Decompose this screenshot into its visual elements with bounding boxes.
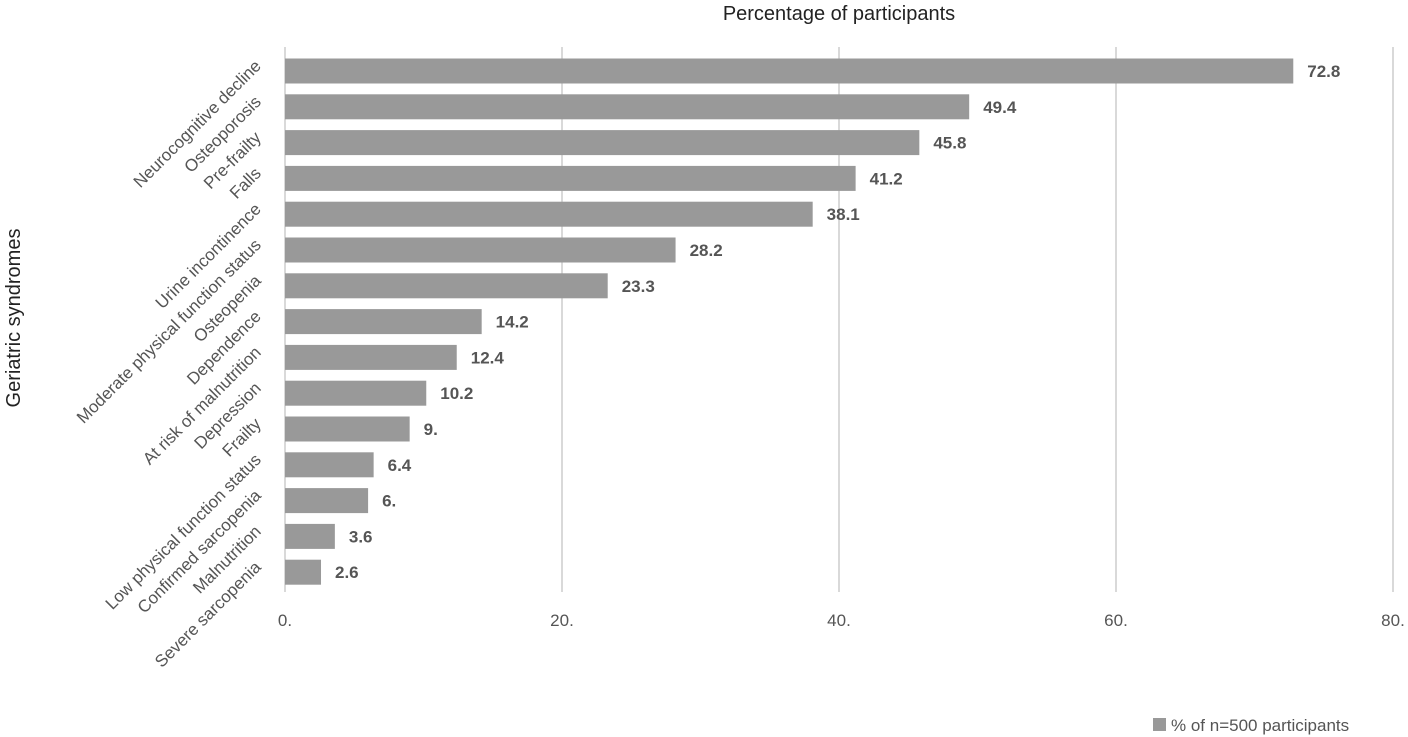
data-label: 2.6	[335, 563, 359, 582]
data-label: 38.1	[827, 205, 860, 224]
bar	[285, 344, 457, 370]
legend: % of n=500 participants	[1153, 716, 1349, 735]
bar	[285, 237, 676, 263]
x-axis-title: Percentage of participants	[723, 3, 955, 25]
x-tick-label: 80.	[1381, 611, 1405, 630]
legend-label: % of n=500 participants	[1171, 716, 1349, 735]
bar	[285, 559, 322, 585]
bar	[285, 58, 1294, 84]
bar	[285, 380, 427, 406]
data-label: 23.3	[622, 277, 655, 296]
data-label: 28.2	[690, 241, 723, 260]
bar	[285, 201, 813, 227]
bar	[285, 165, 856, 191]
bar	[285, 309, 482, 335]
bar	[285, 523, 335, 549]
bar	[285, 273, 608, 299]
data-label: 41.2	[870, 169, 903, 188]
x-tick-label: 0.	[278, 611, 292, 630]
bar	[285, 488, 369, 514]
data-label: 3.6	[349, 527, 373, 546]
bars	[285, 58, 1294, 585]
category-labels: Neurocognitive declineOsteoporosisPre-fr…	[73, 56, 265, 671]
data-label: 10.2	[440, 384, 473, 403]
x-tick-label: 20.	[550, 611, 574, 630]
data-label: 6.4	[388, 456, 412, 475]
data-label: 9.	[424, 420, 438, 439]
data-label: 14.2	[496, 313, 529, 332]
bar	[285, 94, 970, 120]
bar	[285, 416, 410, 442]
y-axis-title: Geriatric syndromes	[3, 229, 25, 408]
legend-swatch	[1153, 718, 1166, 731]
data-label: 6.	[382, 492, 396, 511]
x-tick-label: 60.	[1104, 611, 1128, 630]
bar	[285, 452, 374, 478]
data-label: 45.8	[933, 134, 966, 153]
data-labels: 72.8 49.4 45.8 41.2 38.1 28.2 23.3 14.2 12.4 10.2…	[335, 62, 1340, 582]
data-label: 12.4	[471, 348, 505, 367]
data-label: 72.8	[1307, 62, 1340, 81]
x-tick-labels: 0. 20. 40. 60. 80.	[278, 611, 1405, 630]
x-tick-label: 40.	[827, 611, 851, 630]
bar	[285, 130, 920, 156]
data-label: 49.4	[983, 98, 1017, 117]
